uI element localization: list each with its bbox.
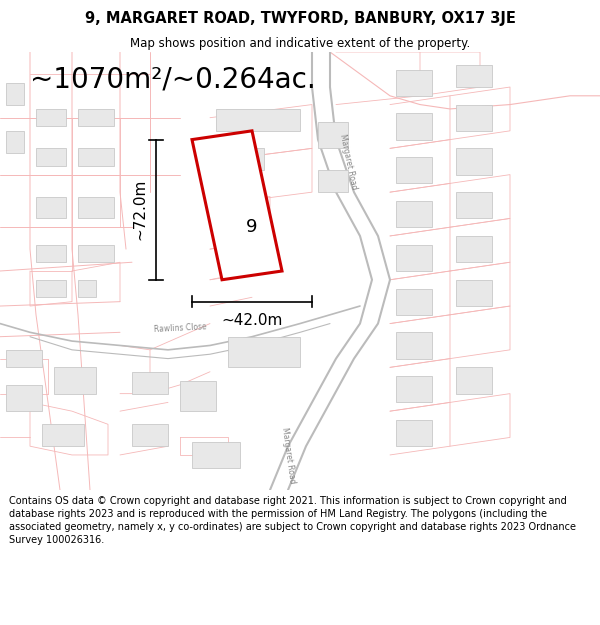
- Polygon shape: [396, 157, 432, 183]
- Polygon shape: [78, 245, 114, 262]
- Text: ~42.0m: ~42.0m: [221, 312, 283, 328]
- Polygon shape: [6, 131, 24, 152]
- Polygon shape: [78, 280, 96, 298]
- Polygon shape: [456, 368, 492, 394]
- Polygon shape: [396, 69, 432, 96]
- Text: Map shows position and indicative extent of the property.: Map shows position and indicative extent…: [130, 38, 470, 51]
- Polygon shape: [228, 249, 270, 271]
- Polygon shape: [78, 109, 114, 126]
- Polygon shape: [396, 376, 432, 402]
- Polygon shape: [36, 148, 66, 166]
- Polygon shape: [6, 82, 24, 104]
- Polygon shape: [180, 381, 216, 411]
- Polygon shape: [132, 372, 168, 394]
- Polygon shape: [396, 201, 432, 228]
- Text: Margaret Road: Margaret Road: [280, 426, 296, 484]
- Polygon shape: [42, 424, 84, 446]
- Polygon shape: [318, 170, 348, 192]
- Polygon shape: [456, 65, 492, 87]
- Polygon shape: [396, 420, 432, 446]
- Polygon shape: [396, 113, 432, 139]
- Text: ~72.0m: ~72.0m: [132, 179, 147, 241]
- Polygon shape: [132, 424, 168, 446]
- Polygon shape: [216, 148, 264, 170]
- Polygon shape: [456, 280, 492, 306]
- Polygon shape: [228, 214, 264, 236]
- Text: Contains OS data © Crown copyright and database right 2021. This information is : Contains OS data © Crown copyright and d…: [9, 496, 576, 545]
- Text: 9: 9: [246, 218, 258, 236]
- Polygon shape: [36, 109, 66, 126]
- Text: Margaret Road: Margaret Road: [338, 133, 358, 190]
- Polygon shape: [36, 280, 66, 298]
- Text: ~1070m²/~0.264ac.: ~1070m²/~0.264ac.: [30, 65, 316, 93]
- Polygon shape: [36, 196, 66, 219]
- Polygon shape: [456, 148, 492, 174]
- Polygon shape: [456, 104, 492, 131]
- Polygon shape: [396, 289, 432, 315]
- Polygon shape: [78, 148, 114, 166]
- Polygon shape: [228, 337, 300, 367]
- Polygon shape: [192, 131, 282, 280]
- Polygon shape: [54, 368, 96, 394]
- Polygon shape: [6, 350, 42, 368]
- Polygon shape: [396, 245, 432, 271]
- Text: Rawlins Close: Rawlins Close: [154, 322, 206, 334]
- Text: 9, MARGARET ROAD, TWYFORD, BANBURY, OX17 3JE: 9, MARGARET ROAD, TWYFORD, BANBURY, OX17…: [85, 11, 515, 26]
- Polygon shape: [318, 122, 348, 148]
- Polygon shape: [6, 385, 42, 411]
- Polygon shape: [216, 109, 300, 131]
- Polygon shape: [396, 332, 432, 359]
- Polygon shape: [78, 196, 114, 219]
- Polygon shape: [456, 236, 492, 262]
- Polygon shape: [36, 245, 66, 262]
- Polygon shape: [456, 192, 492, 219]
- Polygon shape: [192, 442, 240, 468]
